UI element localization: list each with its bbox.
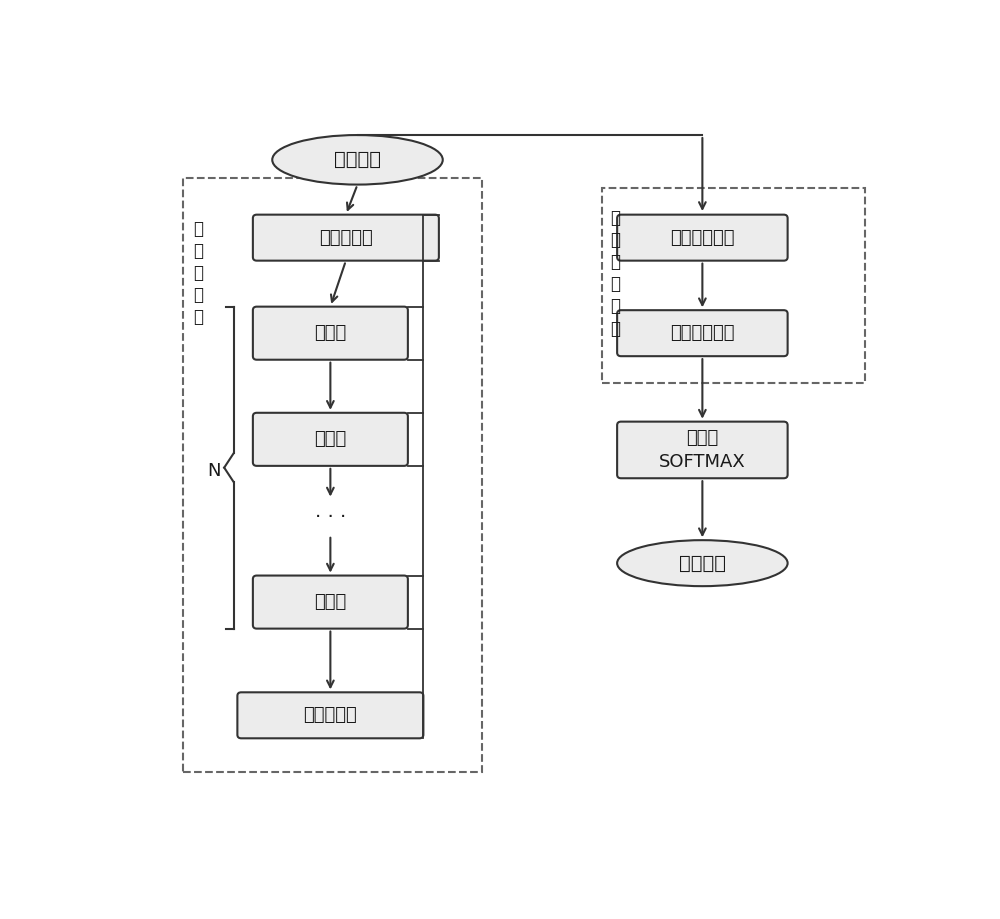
FancyBboxPatch shape bbox=[617, 215, 788, 261]
FancyBboxPatch shape bbox=[237, 692, 423, 738]
Text: 故障波形: 故障波形 bbox=[334, 151, 381, 169]
FancyBboxPatch shape bbox=[253, 215, 439, 261]
Bar bbox=[602, 188, 865, 382]
FancyBboxPatch shape bbox=[253, 413, 408, 466]
Text: 输入卷积层: 输入卷积层 bbox=[319, 229, 373, 246]
Text: 全
连
接
层
区
域: 全 连 接 层 区 域 bbox=[610, 209, 620, 337]
Text: 平均池化层: 平均池化层 bbox=[304, 707, 357, 724]
Bar bbox=[183, 177, 482, 772]
Text: 第二全连接层: 第二全连接层 bbox=[670, 324, 735, 342]
Text: 输出层
SOFTMAX: 输出层 SOFTMAX bbox=[659, 429, 746, 471]
Ellipse shape bbox=[272, 135, 443, 185]
Text: · · ·: · · · bbox=[315, 507, 346, 527]
FancyBboxPatch shape bbox=[253, 307, 408, 359]
Text: 卷积块: 卷积块 bbox=[314, 430, 347, 448]
Text: 故障类型: 故障类型 bbox=[679, 553, 726, 573]
Text: 第一全连接层: 第一全连接层 bbox=[670, 229, 735, 246]
FancyBboxPatch shape bbox=[617, 422, 788, 478]
FancyBboxPatch shape bbox=[253, 575, 408, 629]
FancyBboxPatch shape bbox=[617, 311, 788, 357]
Text: 卷积块: 卷积块 bbox=[314, 324, 347, 342]
Ellipse shape bbox=[617, 540, 788, 586]
Text: 卷积块: 卷积块 bbox=[314, 593, 347, 611]
Text: 卷
积
层
区
域: 卷 积 层 区 域 bbox=[194, 220, 204, 326]
Text: N: N bbox=[207, 462, 221, 480]
